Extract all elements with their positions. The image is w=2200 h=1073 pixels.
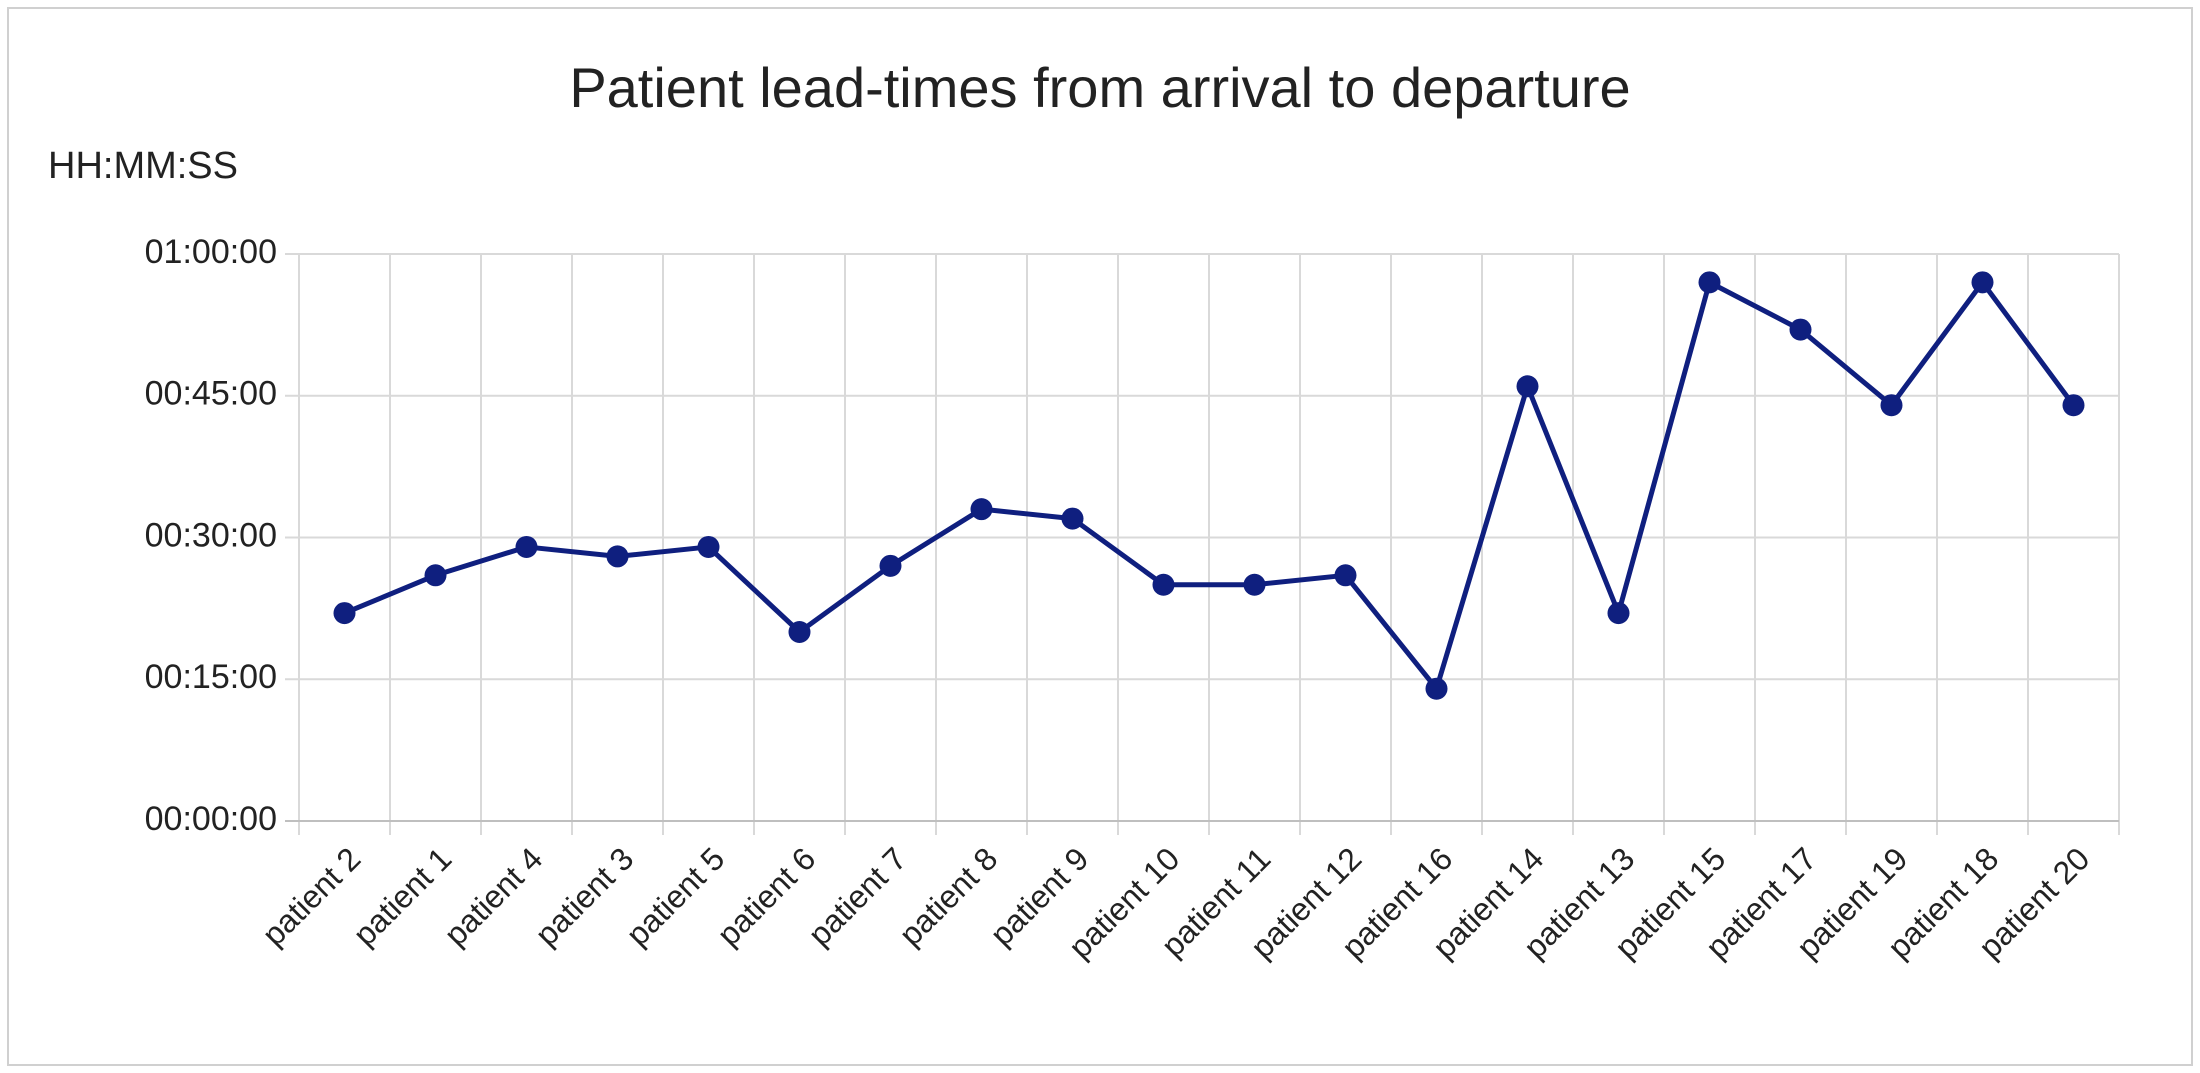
data-point [1516,375,1539,398]
y-tick-label: 01:00:00 [145,233,277,271]
data-point [424,564,447,587]
data-point [1698,271,1721,294]
data-point [697,535,720,558]
data-point [333,602,356,625]
data-point [1880,394,1903,417]
data-point [1152,573,1175,596]
y-tick-label: 00:00:00 [145,800,277,838]
data-point [1789,318,1812,341]
data-point [1425,677,1448,700]
data-point [1061,507,1084,530]
y-tick-label: 00:45:00 [145,375,277,413]
data-point [1971,271,1994,294]
data-point [1334,564,1357,587]
data-point [2062,394,2085,417]
chart-title: Patient lead-times from arrival to depar… [569,56,1630,119]
y-axis-label: HH:MM:SS [48,145,238,187]
data-point [788,621,811,643]
data-point [970,498,993,521]
series-line [343,279,2076,692]
data-point [1607,602,1630,625]
data-point [606,545,629,568]
y-tick-label: 00:30:00 [145,516,277,554]
data-point [1243,573,1266,596]
data-point [515,535,538,558]
y-tick-label: 00:15:00 [145,658,277,696]
data-point [879,554,902,577]
